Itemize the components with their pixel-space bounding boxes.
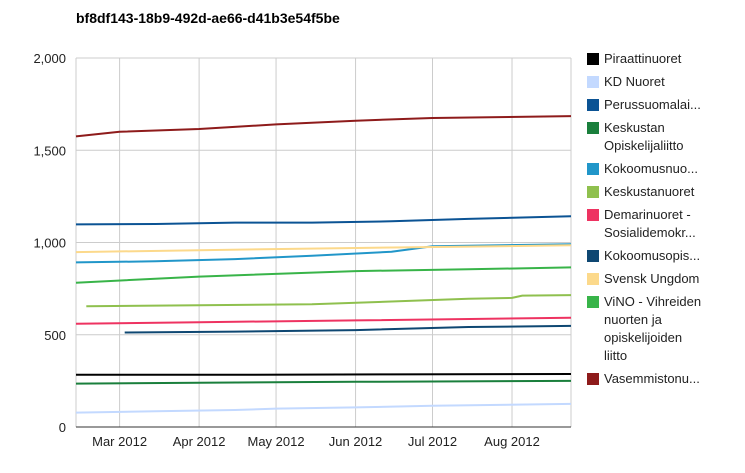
legend-swatch (587, 273, 599, 285)
gridlines (75, 57, 572, 427)
legend-label: Piraattinuoret (604, 51, 682, 66)
series-line-10 (75, 266, 572, 284)
axes: 0 500 1,000 1,500 2,000 Mar 2012 Apr 2012 May 2… (33, 51, 571, 449)
y-tick-label: 500 (44, 328, 66, 343)
series-line-11 (75, 115, 572, 138)
legend-label: Kokoomusopis... (604, 248, 701, 263)
legend-label: Vasemmistonu... (604, 371, 700, 386)
legend-label: Kokoomusnuo... (604, 161, 698, 176)
x-tick-label: Aug 2012 (484, 434, 540, 449)
x-tick-label: Jun 2012 (329, 434, 383, 449)
legend-swatch (587, 122, 599, 134)
series-line-4 (75, 379, 572, 385)
y-tick-label: 2,000 (33, 51, 66, 66)
legend-label: Svensk Ungdom (604, 271, 700, 286)
series-line-6 (86, 294, 572, 308)
legend-label: Demarinuoret - Sosialidemokr... (604, 207, 696, 240)
legend-label: Keskustanuoret (604, 184, 695, 199)
legend-swatch (587, 373, 599, 385)
y-tick-label: 1,000 (33, 236, 66, 251)
series-lines (75, 115, 572, 414)
series-line-9 (75, 244, 572, 254)
x-tick-label: May 2012 (248, 434, 305, 449)
legend-swatch (587, 296, 599, 308)
legend-swatch (587, 99, 599, 111)
legend-swatch (587, 53, 599, 65)
legend-swatch (587, 76, 599, 88)
legend-swatch (587, 186, 599, 198)
legend-label: KD Nuoret (604, 74, 665, 89)
series-line-7 (75, 316, 572, 325)
y-tick-label: 0 (59, 420, 66, 435)
series-line-3 (75, 215, 572, 226)
x-tick-label: Jul 2012 (408, 434, 457, 449)
legend-swatch (587, 163, 599, 175)
x-tick-label: Apr 2012 (173, 434, 226, 449)
x-tick-label: Mar 2012 (92, 434, 147, 449)
series-line-2 (75, 402, 572, 414)
chart-title: bf8df143-18b9-492d-ae66-d41b3e54f5be (76, 10, 340, 26)
legend-swatch (587, 209, 599, 221)
legend-label: Keskustan Opiskelijaliitto (604, 120, 684, 153)
legend-label: Perussuomalai... (604, 97, 701, 112)
legend-label: ViNO - Vihreiden nuorten ja opiskelijoid… (604, 294, 702, 363)
series-line-8 (124, 324, 572, 334)
y-tick-label: 1,500 (33, 143, 66, 158)
legend-swatch (587, 250, 599, 262)
series-line-1 (76, 373, 572, 376)
